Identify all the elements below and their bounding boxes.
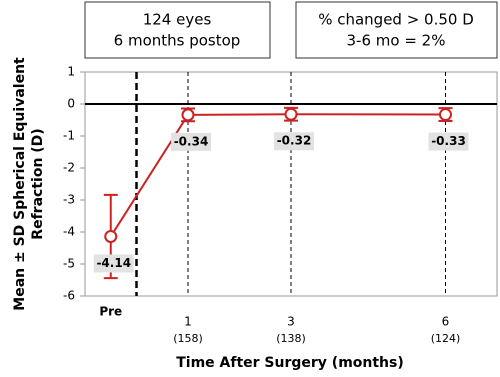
x-tick-label: Pre	[99, 305, 122, 319]
y-tick-label: 0	[67, 97, 75, 111]
x-tick-sublabel: (124)	[431, 332, 461, 345]
annotation-box	[84, 1, 271, 59]
y-tick-label: 1	[67, 65, 75, 79]
annotation-box	[295, 1, 498, 59]
value-label-bg	[171, 132, 211, 151]
value-label: -0.33	[431, 134, 466, 148]
annotation: 6 months postop	[114, 32, 241, 50]
y-tick-label: -2	[63, 161, 75, 175]
y-axis-title: Mean ± SD Spherical Equivalent	[12, 57, 28, 311]
y-tick-label: -4	[63, 225, 75, 239]
annotation: % changed > 0.50 D	[318, 11, 474, 29]
value-label-bg	[274, 132, 314, 151]
y-tick-label: -6	[63, 289, 75, 303]
annotation: 3-6 mo = 2%	[347, 32, 446, 50]
y-tick-label: -1	[63, 129, 75, 143]
marker	[104, 229, 118, 243]
x-tick-label: 6	[442, 315, 450, 329]
value-label: -4.14	[96, 256, 131, 270]
x-tick-sublabel: (138)	[276, 332, 306, 345]
marker	[284, 107, 298, 121]
value-label: -0.32	[277, 134, 312, 148]
line	[109, 113, 446, 238]
value-label-bg	[93, 254, 134, 273]
y-tick-label: -5	[63, 257, 75, 271]
x-tick-sublabel: (158)	[173, 332, 203, 345]
annotation: 124 eyes	[143, 11, 212, 29]
value-label-bg	[428, 132, 469, 151]
value-label: -0.34	[174, 134, 209, 148]
y-axis-title: Refraction (D)	[30, 128, 46, 239]
x-axis-title: Time After Surgery (months)	[176, 355, 404, 371]
x-tick-label: 1	[184, 315, 192, 329]
marker	[439, 108, 452, 122]
y-tick-label: -3	[63, 193, 75, 207]
x-tick-label: 3	[287, 315, 295, 329]
marker	[181, 108, 195, 122]
